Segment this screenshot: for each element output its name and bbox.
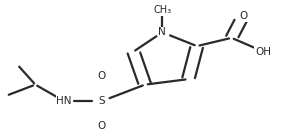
Text: O: O — [97, 71, 106, 81]
Text: N: N — [158, 27, 166, 37]
Text: O: O — [239, 11, 247, 21]
Text: O: O — [97, 121, 106, 131]
Text: S: S — [98, 96, 105, 106]
Text: CH₃: CH₃ — [153, 5, 171, 15]
Text: OH: OH — [255, 47, 271, 57]
Text: HN: HN — [57, 96, 72, 106]
